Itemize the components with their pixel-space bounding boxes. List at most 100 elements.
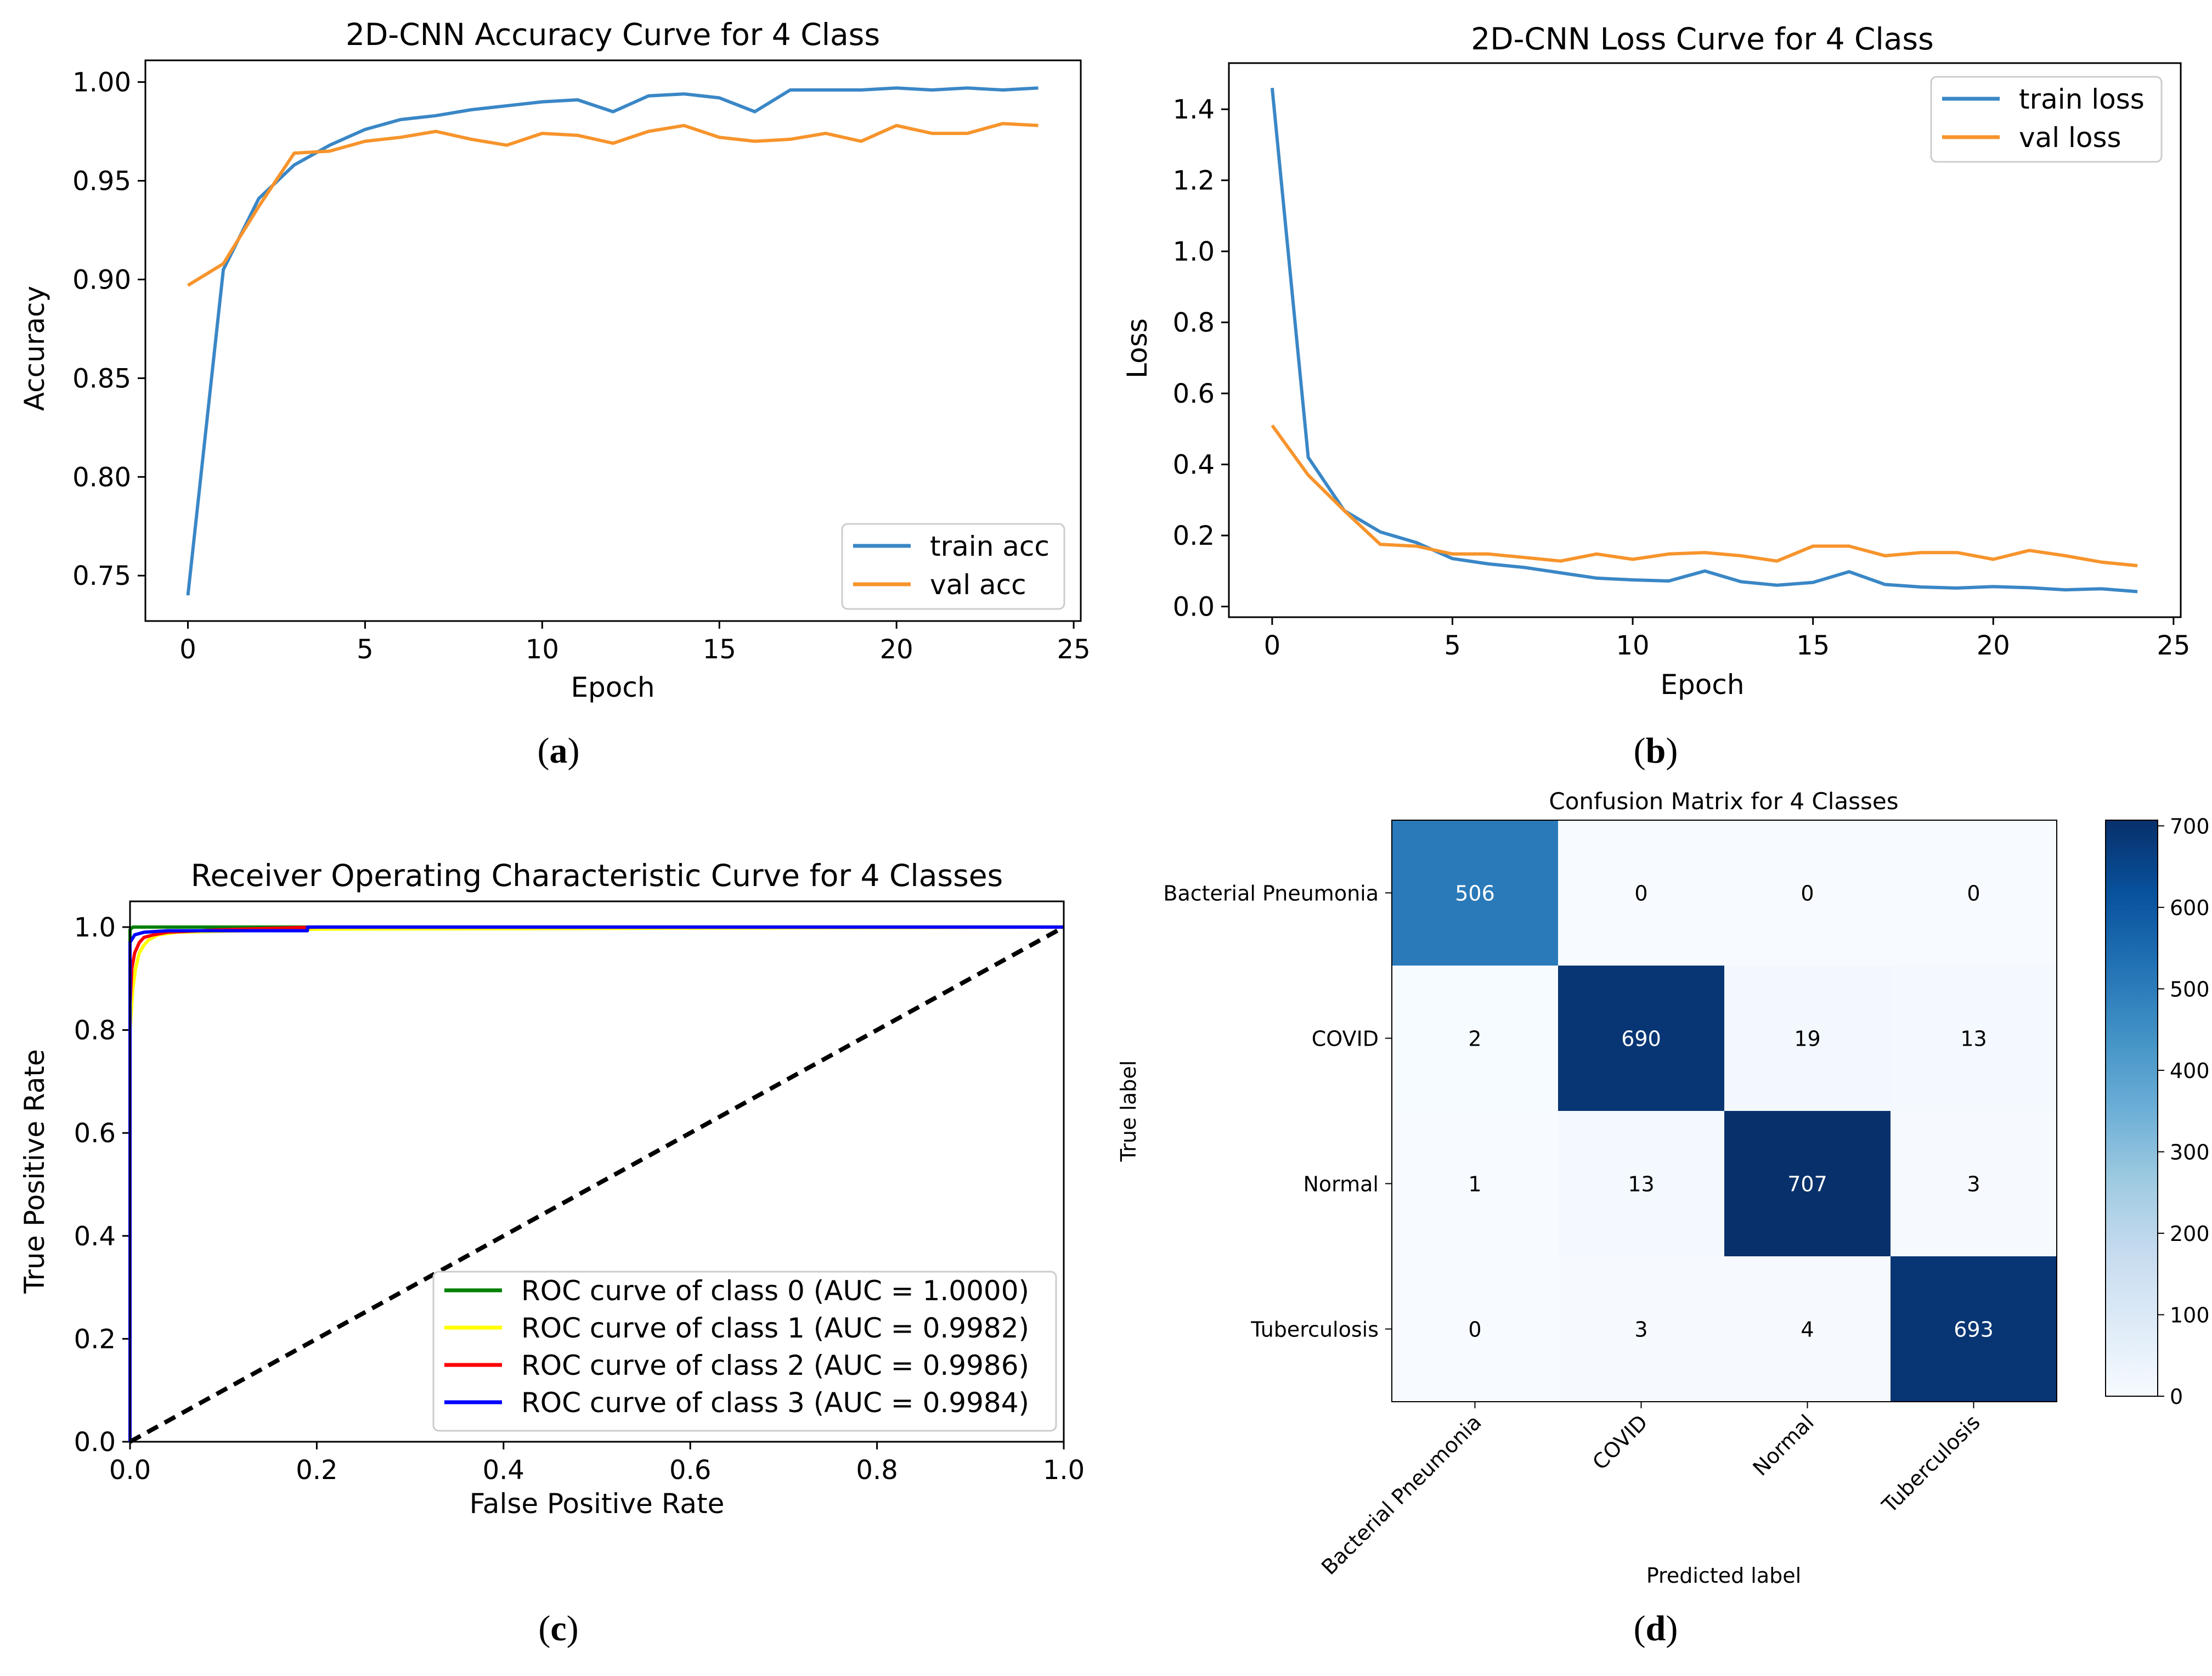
cm-cell-value: 19 [1794, 1027, 1820, 1051]
loss-xtick-label: 25 [2157, 630, 2190, 661]
acc-plot-area: 0 5 10 15 20 25 0.75 0.80 0.85 0.90 0.95 1.00 [72, 67, 1090, 665]
cm-ylabel: True label [1116, 1060, 1141, 1163]
acc-ytick-label: 0.95 [72, 166, 131, 197]
cm-cell-value: 0 [1967, 882, 1980, 906]
roc-plot-area: 0.0 0.2 0.4 0.6 0.8 1.0 0.0 0.2 0.4 0.6 0.8 1.0 [74, 912, 1085, 1486]
acc-ytick-label: 0.90 [72, 264, 131, 295]
acc-ytick-label: 0.80 [72, 462, 131, 493]
cm-cell [1891, 1256, 2057, 1402]
panel-label-c: (c) [538, 1609, 578, 1649]
cm-colorbar-tick-label: 500 [2170, 977, 2210, 1001]
cm-cell-value: 693 [1954, 1318, 1994, 1342]
roc-legend-class2-label: ROC curve of class 2 (AUC = 0.9986) [521, 1350, 1029, 1381]
cm-axes-frame [1391, 820, 2057, 1402]
roc-ytick-label: 0.2 [74, 1324, 116, 1355]
acc-xlabel: Epoch [571, 671, 654, 703]
loss-legend-val-label: val loss [2019, 122, 2121, 154]
acc-xtick-label: 15 [703, 634, 736, 665]
cm-cell-value: 1 [1468, 1172, 1481, 1197]
acc-xtick-label: 10 [526, 634, 559, 665]
loss-axes-frame [1228, 62, 2182, 618]
roc-ytick-label: 0.0 [74, 1427, 116, 1458]
panel-label-b: (b) [1634, 731, 1678, 771]
cm-cell [1392, 1111, 1559, 1257]
acc-xtick-label: 25 [1057, 634, 1091, 665]
roc-ytick-label: 1.0 [74, 912, 116, 943]
roc-xtick-label: 0.8 [856, 1455, 898, 1486]
loss-ytick-label: 1.4 [1173, 94, 1215, 125]
acc-ytick-label: 0.85 [72, 363, 131, 394]
loss-xlabel: Epoch [1660, 669, 1744, 701]
cm-cell [1558, 1256, 1725, 1402]
cm-cell-value: 0 [1634, 882, 1647, 906]
roc-ylabel: True Positive Rate [19, 1049, 50, 1294]
roc-axes-frame [129, 900, 1065, 1443]
cm-cell-value: 0 [1801, 882, 1814, 906]
acc-ytick-label: 1.00 [72, 67, 131, 98]
acc-legend-train-label: train acc [930, 531, 1049, 562]
acc-xtick-label: 5 [357, 634, 374, 665]
panel-label-a: (a) [538, 731, 580, 771]
loss-ytick-label: 1.2 [1173, 166, 1215, 196]
cm-colorbar-tick-label: 0 [2170, 1385, 2183, 1409]
cm-grid: 506 0 0 0 2 690 19 13 1 13 707 3 0 3 4 693 Bacterial Pne… [1163, 820, 2057, 1579]
roc-title: Receiver Operating Characteristic Curve … [191, 858, 1003, 893]
cm-cell [1891, 1111, 2057, 1257]
loss-series-train [1270, 88, 2138, 594]
loss-title: 2D-CNN Loss Curve for 4 Class [1471, 21, 1934, 57]
panel-label-d: (d) [1634, 1609, 1678, 1649]
cm-colorbar-gradient [2105, 820, 2158, 1397]
roc-xtick-label: 0.0 [109, 1455, 151, 1486]
cm-cell [1392, 820, 1559, 966]
loss-xtick-label: 5 [1444, 630, 1461, 661]
loss-ylabel: Loss [1121, 318, 1153, 379]
loss-xtick-label: 10 [1616, 630, 1650, 661]
cm-colorbar-tick-label: 100 [2170, 1303, 2210, 1327]
acc-legend-val-label: val acc [930, 569, 1026, 601]
cm-col-label: Tuberculosis [1877, 1410, 1984, 1517]
cm-cell-value: 3 [1967, 1172, 1980, 1197]
roc-xlabel: False Positive Rate [470, 1488, 725, 1520]
cm-cell-value: 13 [1628, 1172, 1654, 1197]
loss-series-val [1271, 424, 2138, 568]
panel-accuracy: 2D-CNN Accuracy Curve for 4 Class 0 5 10 15… [19, 17, 1091, 703]
cm-colorbar-tick-label: 200 [2170, 1222, 2210, 1246]
roc-ytick-label: 0.4 [74, 1221, 116, 1252]
cm-title: Confusion Matrix for 4 Classes [1549, 788, 1898, 815]
roc-xtick-label: 0.6 [669, 1455, 711, 1486]
acc-title: 2D-CNN Accuracy Curve for 4 Class [346, 17, 880, 52]
cm-colorbar-ticks: 0 100 200 300 400 500 600 700 [2158, 814, 2210, 1409]
cm-cell-value: 0 [1468, 1318, 1481, 1342]
cm-colorbar: 0 100 200 300 400 500 600 700 [2105, 814, 2210, 1409]
loss-plot-area: 0 5 10 15 20 25 0.0 0.2 0.4 0.6 0.8 1.0 1.2 1.4 [1173, 88, 2190, 661]
cm-cell [1724, 1256, 1891, 1402]
cm-row-label: COVID [1312, 1027, 1379, 1051]
panel-confusion-matrix: Confusion Matrix for 4 Classes 506 0 0 0 2 69… [1116, 788, 2210, 1588]
cm-cell [1392, 966, 1559, 1111]
loss-xtick-label: 15 [1796, 630, 1830, 661]
roc-legend-class0-label: ROC curve of class 0 (AUC = 1.0000) [521, 1275, 1029, 1307]
roc-xtick-label: 1.0 [1043, 1455, 1085, 1486]
cm-cell [1724, 1111, 1891, 1257]
acc-axes-frame [144, 59, 1082, 622]
cm-cell [1891, 966, 2057, 1111]
cm-cell-value: 690 [1621, 1027, 1661, 1051]
acc-xtick-label: 20 [880, 634, 913, 665]
loss-ytick-label: 0.0 [1173, 592, 1215, 623]
cm-col-label: COVID [1588, 1410, 1652, 1475]
cm-cell [1724, 966, 1891, 1111]
cm-colorbar-tick-label: 600 [2170, 896, 2210, 920]
cm-cell-value: 707 [1787, 1172, 1827, 1197]
roc-legend: ROC curve of class 0 (AUC = 1.0000) ROC … [432, 1271, 1057, 1432]
cm-cell-value: 13 [1960, 1027, 1987, 1051]
cm-cell-value: 3 [1634, 1318, 1647, 1342]
roc-xtick-label: 0.4 [483, 1455, 524, 1486]
loss-legend: train loss val loss [1930, 76, 2163, 163]
cm-row-label: Bacterial Pneumonia [1163, 882, 1379, 906]
cm-cell [1891, 820, 2057, 966]
acc-legend: train acc val acc [841, 523, 1065, 610]
roc-legend-box [432, 1271, 1057, 1432]
loss-xtick-label: 0 [1264, 630, 1281, 661]
cm-cell-value: 2 [1468, 1027, 1481, 1051]
